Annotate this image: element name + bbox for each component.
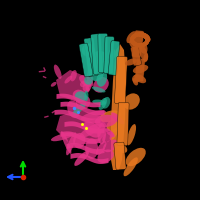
- Ellipse shape: [124, 157, 138, 176]
- Ellipse shape: [110, 127, 118, 140]
- Ellipse shape: [87, 69, 93, 86]
- Ellipse shape: [97, 123, 106, 144]
- Ellipse shape: [126, 148, 146, 166]
- Ellipse shape: [93, 77, 109, 93]
- Ellipse shape: [97, 70, 107, 87]
- FancyBboxPatch shape: [114, 142, 126, 170]
- Ellipse shape: [97, 149, 114, 163]
- Ellipse shape: [73, 90, 86, 102]
- Ellipse shape: [111, 112, 124, 124]
- Ellipse shape: [72, 102, 86, 115]
- FancyBboxPatch shape: [91, 34, 103, 74]
- Ellipse shape: [61, 131, 71, 154]
- Ellipse shape: [51, 133, 73, 141]
- Ellipse shape: [100, 110, 121, 122]
- Ellipse shape: [92, 100, 106, 105]
- FancyBboxPatch shape: [114, 56, 128, 104]
- FancyBboxPatch shape: [108, 41, 120, 75]
- FancyBboxPatch shape: [132, 30, 144, 58]
- Ellipse shape: [96, 141, 106, 155]
- Ellipse shape: [90, 69, 103, 81]
- Ellipse shape: [92, 87, 105, 92]
- Ellipse shape: [95, 115, 117, 127]
- Ellipse shape: [102, 97, 110, 109]
- Ellipse shape: [125, 58, 137, 66]
- Ellipse shape: [74, 151, 89, 166]
- FancyBboxPatch shape: [117, 102, 129, 146]
- Ellipse shape: [140, 43, 148, 54]
- Ellipse shape: [133, 65, 148, 73]
- Ellipse shape: [85, 138, 98, 159]
- Ellipse shape: [126, 31, 137, 43]
- Ellipse shape: [132, 74, 140, 83]
- Ellipse shape: [79, 123, 102, 138]
- Ellipse shape: [66, 132, 76, 155]
- Ellipse shape: [93, 60, 108, 71]
- Polygon shape: [56, 110, 110, 144]
- Ellipse shape: [107, 120, 119, 132]
- Polygon shape: [111, 44, 126, 170]
- Ellipse shape: [51, 82, 57, 87]
- Ellipse shape: [133, 78, 138, 85]
- FancyBboxPatch shape: [79, 43, 93, 77]
- Polygon shape: [56, 70, 90, 100]
- Ellipse shape: [102, 132, 113, 143]
- FancyBboxPatch shape: [98, 33, 108, 73]
- Ellipse shape: [127, 124, 136, 145]
- Ellipse shape: [129, 40, 138, 50]
- Ellipse shape: [81, 110, 106, 121]
- Ellipse shape: [138, 44, 148, 61]
- Ellipse shape: [76, 95, 90, 110]
- Ellipse shape: [83, 82, 91, 92]
- FancyBboxPatch shape: [135, 58, 145, 82]
- Ellipse shape: [75, 91, 87, 102]
- Ellipse shape: [83, 121, 101, 138]
- Ellipse shape: [82, 43, 94, 56]
- Ellipse shape: [70, 70, 77, 81]
- Ellipse shape: [80, 81, 86, 87]
- Ellipse shape: [54, 65, 62, 79]
- Ellipse shape: [99, 98, 107, 110]
- Ellipse shape: [91, 51, 107, 64]
- Ellipse shape: [64, 76, 72, 83]
- Ellipse shape: [73, 133, 85, 148]
- Ellipse shape: [84, 91, 88, 101]
- Ellipse shape: [117, 144, 127, 153]
- Ellipse shape: [105, 128, 115, 137]
- Ellipse shape: [123, 93, 140, 110]
- Ellipse shape: [103, 139, 118, 152]
- Ellipse shape: [143, 53, 148, 62]
- FancyBboxPatch shape: [104, 36, 114, 74]
- Ellipse shape: [134, 74, 146, 83]
- Ellipse shape: [85, 80, 90, 92]
- Ellipse shape: [79, 75, 93, 87]
- Ellipse shape: [108, 49, 116, 60]
- FancyBboxPatch shape: [84, 38, 98, 76]
- Ellipse shape: [67, 100, 80, 118]
- FancyBboxPatch shape: [131, 46, 141, 66]
- Ellipse shape: [84, 76, 93, 85]
